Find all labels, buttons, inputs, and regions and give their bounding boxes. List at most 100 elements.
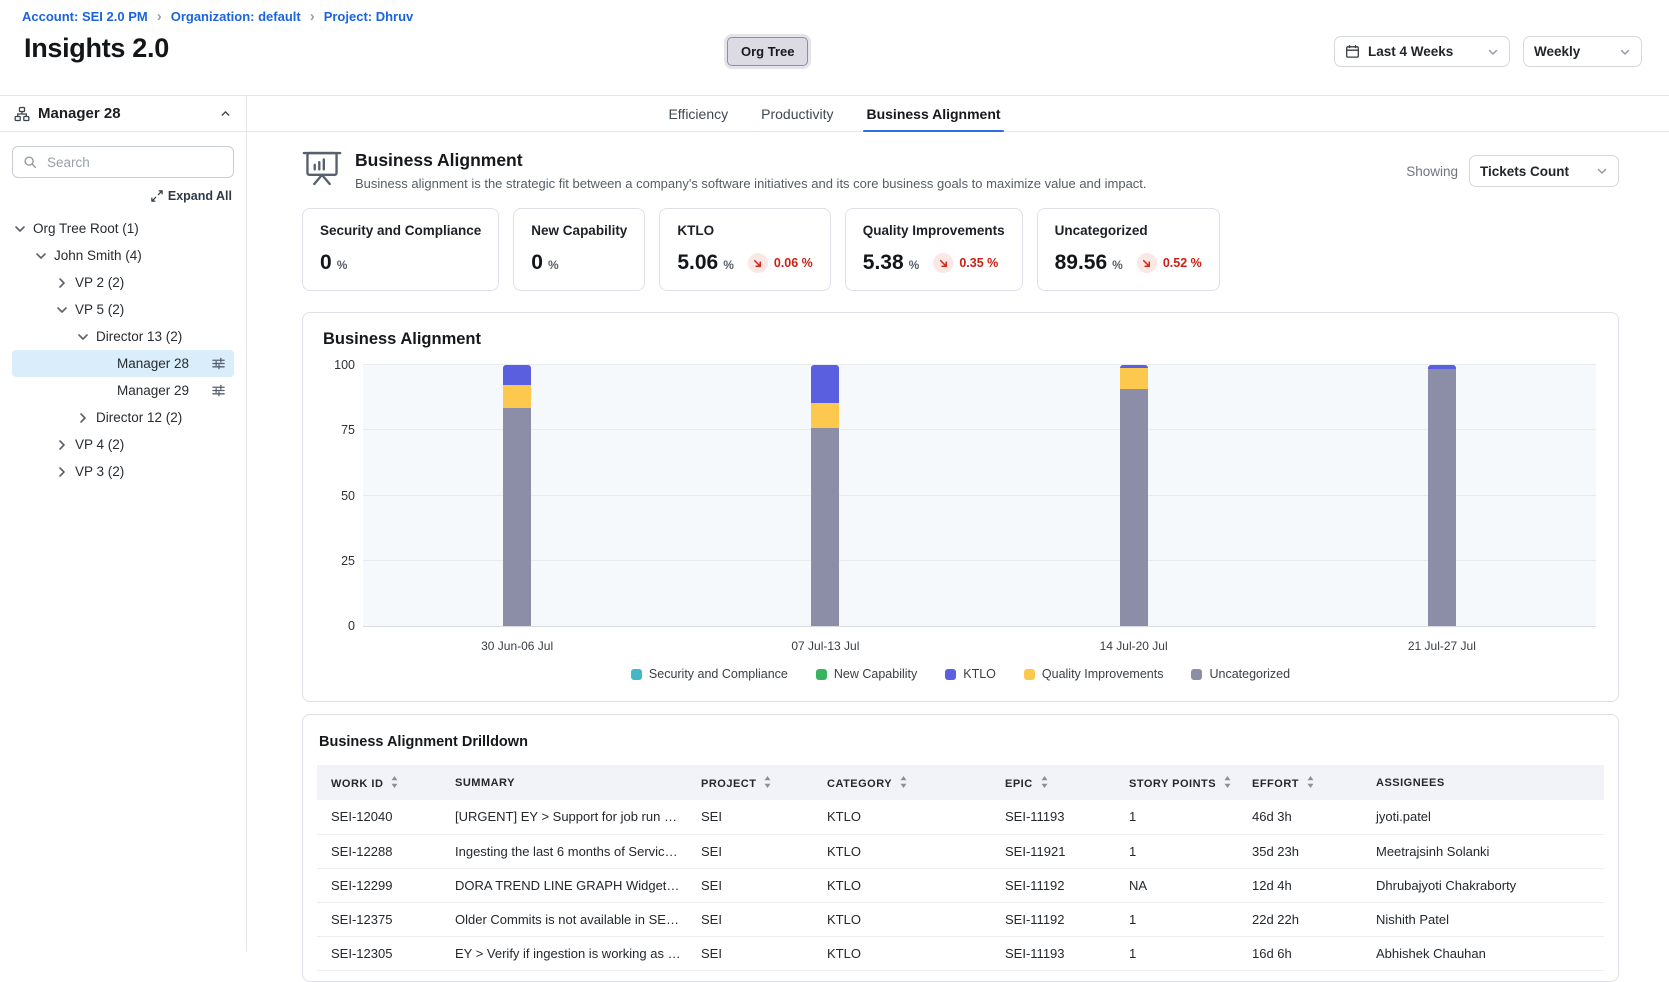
expand-all-link[interactable]: Expand All — [14, 189, 232, 203]
chevron-right-icon[interactable] — [54, 275, 70, 291]
table-cell: 22d 22h — [1238, 902, 1362, 937]
column-header-label: STORY POINTS — [1129, 778, 1217, 790]
x-tick-label: 14 Jul-20 Jul — [1099, 639, 1168, 653]
tree-item-manager-29[interactable]: Manager 29 — [12, 377, 234, 404]
chart-card: Business Alignment 0 25 50 75 100 30 Jun-06 … — [302, 312, 1619, 702]
table-cell: KTLO — [813, 800, 991, 835]
chevron-down-icon[interactable] — [75, 329, 91, 345]
table-header-row: WORK ID SUMMARY PROJECT CATEGORY EPIC STORY P… — [317, 765, 1604, 800]
column-header-project[interactable]: PROJECT — [687, 765, 813, 800]
bar-stack-week-3[interactable] — [1119, 365, 1148, 626]
table-row[interactable]: SEI-12288 Ingesting the last 6 months of … — [317, 834, 1604, 869]
table-row[interactable]: SEI-12375 Older Commits is not available … — [317, 902, 1604, 937]
chevron-right-icon[interactable] — [54, 437, 70, 453]
bar-segment-ktlo — [1119, 365, 1148, 368]
tree-item-director-12-2-[interactable]: Director 12 (2) — [12, 404, 234, 431]
kpi-value: 0 — [320, 251, 332, 274]
tree-item-org-tree-root-1-[interactable]: Org Tree Root (1) — [12, 215, 234, 242]
tree-item-vp-3-2-[interactable]: VP 3 (2) — [12, 458, 234, 485]
bar-stack-week-2[interactable] — [811, 365, 840, 626]
drilldown-card: Business Alignment Drilldown WORK ID SUMM… — [302, 714, 1619, 982]
column-header-label: EPIC — [1005, 778, 1033, 790]
kpi-card-uncategorized: Uncategorized 89.56% 0.52 % — [1036, 208, 1220, 291]
legend-item-uncategorized: Uncategorized — [1191, 667, 1290, 681]
time-range-select[interactable]: Last 4 Weeks — [1334, 36, 1510, 67]
kpi-value-row: 0% — [320, 251, 481, 275]
kpi-label: Quality Improvements — [862, 223, 1005, 238]
tab-efficiency[interactable]: Efficiency — [668, 105, 729, 122]
column-header-label: CATEGORY — [827, 778, 893, 790]
x-axis-labels: 30 Jun-06 Jul 07 Jul-13 Jul 14 Jul-20 Jul 2… — [363, 627, 1596, 663]
search-input[interactable] — [45, 153, 226, 171]
column-header-label: ASSIGNEES — [1376, 776, 1445, 789]
table-cell: Dhrubajyoti Chakraborty — [1362, 868, 1604, 903]
metric-select[interactable]: Tickets Count — [1469, 155, 1619, 187]
column-header-epic[interactable]: EPIC — [991, 765, 1115, 800]
table-cell: 35d 23h — [1238, 834, 1362, 869]
tree-item-manager-28[interactable]: Manager 28 — [12, 350, 234, 377]
gridline — [363, 429, 1596, 431]
bar-stack-week-1[interactable] — [503, 365, 532, 626]
chevron-right-icon[interactable] — [75, 410, 91, 426]
table-cell: SEI-11921 — [991, 834, 1115, 869]
bar-segment-ktlo — [503, 365, 532, 385]
tree-item-vp-5-2-[interactable]: VP 5 (2) — [12, 296, 234, 323]
kpi-card-new-capability: New Capability 0% — [513, 208, 646, 291]
table-cell: KTLO — [813, 834, 991, 869]
table-cell: SEI — [687, 800, 813, 835]
org-tree-sidebar: Manager 28 Expand All Org Tree Root (1) J… — [0, 96, 247, 951]
table-cell: SEI-12375 — [317, 902, 441, 937]
metric-value: Tickets Count — [1480, 163, 1570, 179]
org-tree-button[interactable]: Org Tree — [727, 37, 809, 66]
sliders-icon[interactable] — [211, 383, 226, 398]
column-header-effort[interactable]: EFFORT — [1238, 765, 1362, 800]
kpi-unit: % — [1112, 258, 1123, 272]
column-header-category[interactable]: CATEGORY — [813, 765, 991, 800]
chevron-down-icon[interactable] — [54, 302, 70, 318]
granularity-select[interactable]: Weekly — [1523, 36, 1642, 67]
column-header-story-points[interactable]: STORY POINTS — [1115, 765, 1238, 800]
table-cell: SEI-11192 — [991, 902, 1115, 937]
breadcrumb-link[interactable]: Project: Dhruv — [323, 9, 414, 24]
tab-business-alignment[interactable]: Business Alignment — [863, 96, 1004, 132]
legend-color-chip — [1191, 668, 1203, 680]
sort-icon[interactable] — [763, 775, 772, 789]
tree-item-vp-4-2-[interactable]: VP 4 (2) — [12, 431, 234, 458]
hierarchy-icon — [14, 106, 30, 122]
breadcrumb-link[interactable]: Account: SEI 2.0 PM — [22, 9, 148, 24]
tree-item-john-smith-4-[interactable]: John Smith (4) — [12, 242, 234, 269]
table-row[interactable]: SEI-12305 EY > Verify if ingestion is wor… — [317, 936, 1604, 971]
sort-icon[interactable] — [1223, 775, 1232, 789]
bar-segment-quality-improvements — [1119, 367, 1148, 389]
bar-segment-uncategorized — [1427, 368, 1456, 626]
y-tick-label: 50 — [341, 488, 355, 503]
sliders-icon[interactable] — [211, 356, 226, 371]
x-tick-label: 21 Jul-27 Jul — [1407, 639, 1476, 653]
chevron-down-icon[interactable] — [33, 248, 49, 264]
table-cell: SEI-11193 — [991, 800, 1115, 835]
sort-icon[interactable] — [1040, 775, 1049, 789]
breadcrumb-link[interactable]: Organization: default — [170, 9, 301, 24]
tree-item-label: VP 2 (2) — [75, 275, 125, 290]
sort-icon[interactable] — [1306, 775, 1315, 789]
bar-segment-quality-improvements — [811, 402, 840, 428]
column-header-assignees: ASSIGNEES — [1362, 765, 1604, 800]
legend-color-chip — [630, 668, 642, 680]
column-header-label: EFFORT — [1252, 778, 1299, 790]
tree-item-director-13-2-[interactable]: Director 13 (2) — [12, 323, 234, 350]
x-tick-label: 07 Jul-13 Jul — [791, 639, 860, 653]
table-row[interactable]: SEI-12040 [URGENT] EY > Support for job r… — [317, 800, 1604, 835]
chevron-right-icon[interactable] — [54, 464, 70, 480]
chevron-up-icon[interactable] — [219, 107, 232, 120]
tab-productivity[interactable]: Productivity — [761, 105, 834, 122]
bar-stack-week-4[interactable] — [1427, 365, 1456, 626]
sort-icon[interactable] — [899, 775, 908, 789]
sort-icon[interactable] — [390, 775, 399, 789]
column-header-work-id[interactable]: WORK ID — [317, 765, 441, 800]
table-row[interactable]: SEI-12299 DORA TREND LINE GRAPH Widgets i… — [317, 868, 1604, 903]
legend-label: Quality Improvements — [1041, 667, 1164, 681]
presentation-chart-icon — [302, 150, 342, 187]
tree-item-vp-2-2-[interactable]: VP 2 (2) — [12, 269, 234, 296]
expand-icon — [151, 190, 163, 202]
chevron-down-icon[interactable] — [12, 221, 28, 237]
